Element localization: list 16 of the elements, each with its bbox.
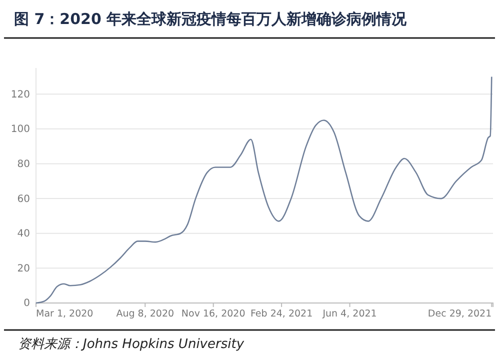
x-tick-label: Jun 4, 2021 [322,308,377,320]
y-tick-label: 60 [17,194,30,205]
y-tick-label: 20 [17,263,30,274]
y-tick-label: 120 [10,89,30,100]
line-series [35,76,492,304]
x-tick-label: Nov 16, 2020 [181,308,246,320]
y-tick-label: 40 [17,228,30,240]
y-tick-label: 80 [17,158,30,170]
text: 资料来源：Johns Hopkins University [18,337,244,352]
x-tick-label: Mar 1, 2020 [36,308,94,320]
x-tick-label: Aug 8, 2020 [116,308,174,320]
y-tick-label: 100 [10,124,30,136]
x-tick-label: Feb 24, 2021 [250,308,313,320]
x-tick-label: Dec 29, 2021 [428,308,492,320]
y-tick-label: 0 [24,298,30,310]
chart-title: 图 7：2020 年来全球新冠疫情每百万人新增确诊病例情况 [14,10,408,28]
